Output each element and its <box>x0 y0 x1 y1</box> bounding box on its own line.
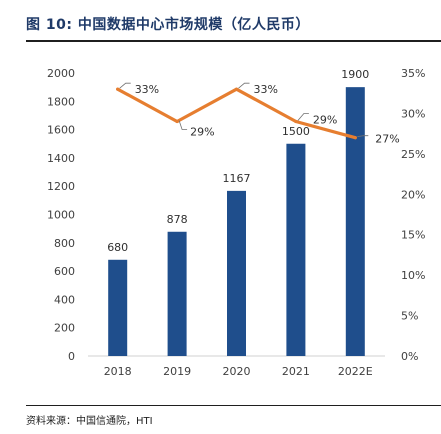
growth-data-label: 29% <box>313 114 337 127</box>
x-tick-label: 2018 <box>104 365 132 378</box>
growth-label-leader <box>119 82 131 89</box>
y-left-tick-label: 2000 <box>47 67 75 80</box>
footer-divider <box>26 405 441 406</box>
bar <box>108 259 128 356</box>
y-left-tick-label: 400 <box>54 293 75 306</box>
y-right-tick-label: 10% <box>401 269 425 282</box>
source-note: 资料来源：中国信通院，HTI <box>26 416 153 427</box>
y-left-tick-label: 600 <box>54 265 75 278</box>
y-right-tick-label: 5% <box>401 310 418 323</box>
growth-label-leader <box>297 113 309 121</box>
growth-point <box>353 136 357 140</box>
bar <box>345 87 365 357</box>
bar-data-label: 878 <box>167 213 188 226</box>
y-left-tick-label: 1000 <box>47 209 75 222</box>
y-right-tick-label: 0% <box>401 350 418 363</box>
chart-title: 图 10: 中国数据中心市场规模（亿人民币） <box>26 17 310 33</box>
x-tick-label: 2019 <box>163 365 191 378</box>
bar-data-label: 1167 <box>223 172 251 185</box>
y-left-tick-label: 1400 <box>47 152 75 165</box>
growth-point <box>116 87 120 91</box>
growth-data-label: 29% <box>190 126 214 139</box>
growth-data-label: 33% <box>135 83 159 96</box>
growth-label-leader <box>357 135 369 138</box>
title-bar: 图 10: 中国数据中心市场规模（亿人民币） <box>26 12 441 42</box>
bar <box>167 231 187 356</box>
y-right-tick-label: 25% <box>401 148 425 161</box>
growth-label-leader <box>178 120 188 130</box>
bar-data-label: 1500 <box>282 125 310 138</box>
y-left-tick-label: 1200 <box>47 180 75 193</box>
growth-point <box>234 87 239 91</box>
y-left-tick-label: 1800 <box>47 95 75 108</box>
bar-data-label: 680 <box>107 241 128 254</box>
y-right-tick-label: 20% <box>401 188 425 201</box>
x-tick-label: 2020 <box>223 365 251 378</box>
bar-data-label: 1900 <box>341 68 369 81</box>
y-left-tick-label: 200 <box>54 322 75 335</box>
growth-data-label: 33% <box>254 83 278 96</box>
y-left-tick-label: 1600 <box>47 124 75 137</box>
y-left-tick-label: 0 <box>68 350 75 363</box>
growth-point <box>294 119 298 124</box>
growth-data-label: 27% <box>375 133 399 146</box>
x-tick-label: 2022E <box>338 365 373 378</box>
bar <box>286 143 306 356</box>
y-right-tick-label: 35% <box>401 67 425 80</box>
growth-label-leader <box>238 82 250 89</box>
x-tick-label: 2021 <box>282 365 310 378</box>
y-right-tick-label: 15% <box>401 229 425 242</box>
y-left-tick-label: 800 <box>54 237 75 250</box>
bar <box>227 190 246 356</box>
y-right-tick-label: 30% <box>401 107 425 120</box>
chart: 0 200 400 600 800 1000 1200 1400 1600 1800 2000 0% 5… <box>47 67 425 378</box>
growth-point <box>175 119 179 124</box>
